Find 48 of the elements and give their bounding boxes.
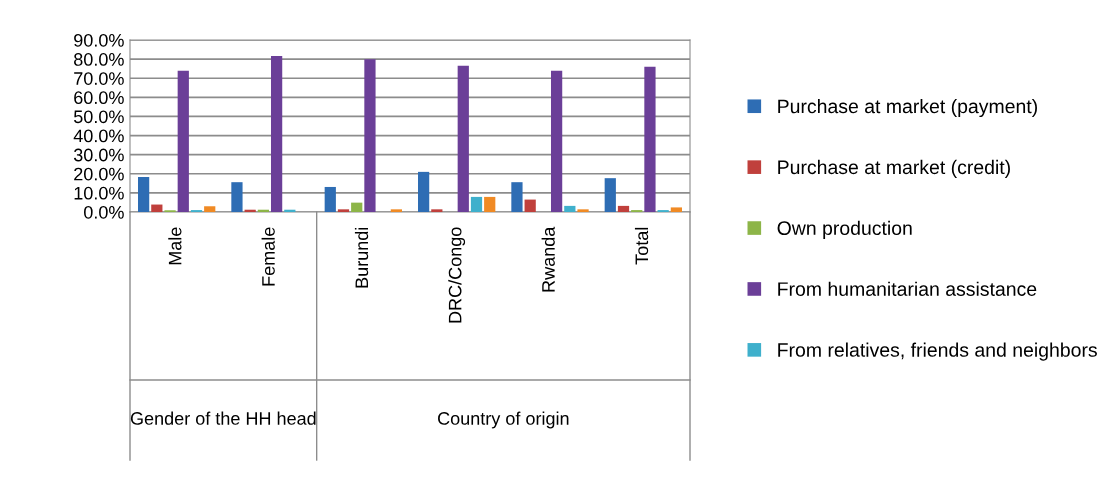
bar [270,56,283,212]
bar [564,205,576,212]
x-tick-label: Rwanda [541,226,555,292]
x-tick-label: DRC/Congo [448,227,466,323]
legend-label: Purchase at market (payment) [778,98,1037,118]
x-tick-label: Burundi [354,227,369,288]
bar [617,205,630,212]
y-tick-label: 40.0% [73,129,124,143]
bar [577,209,589,212]
y-tick-label: 0.0% [84,205,124,219]
bar [550,70,563,212]
bar [364,59,376,212]
bar [231,182,243,212]
bar [177,70,189,212]
legend-label: From relatives, friends and neighbors [778,342,1097,361]
bar [390,209,403,212]
bar [670,207,683,212]
y-tick-label: 80.0% [74,53,124,66]
y-tick-label: 70.0% [74,72,124,85]
bar [457,65,469,212]
x-tick-label: Total [634,227,649,265]
bar [431,209,443,212]
bar [511,182,523,212]
y-tick-label: 50.0% [73,110,124,124]
bar [351,202,363,212]
bar [604,178,616,212]
bar [137,177,150,212]
bar [151,204,163,212]
bar [324,186,336,212]
bar [417,171,430,212]
text: Gender of the HH head [130,411,316,425]
legend-label: From humanitarian assistance [778,281,1037,296]
legend-label: Own production [777,220,912,239]
bar [204,206,216,212]
y-tick-label: 30.0% [73,148,124,162]
bar [644,66,656,212]
bar [337,209,350,212]
bar [484,196,496,212]
x-tick-label: Male [168,227,182,265]
x-tick-label: Female [261,227,275,286]
bar [524,199,536,212]
y-tick-label: 10.0% [74,186,124,200]
legend-label: Purchase at market (credit) [778,159,1010,178]
text: Country of origin [438,411,569,429]
bar [470,196,483,212]
y-tick-label: 90.0% [74,33,124,47]
y-tick-label: 20.0% [74,167,124,181]
y-tick-label: 60.0% [74,91,124,105]
